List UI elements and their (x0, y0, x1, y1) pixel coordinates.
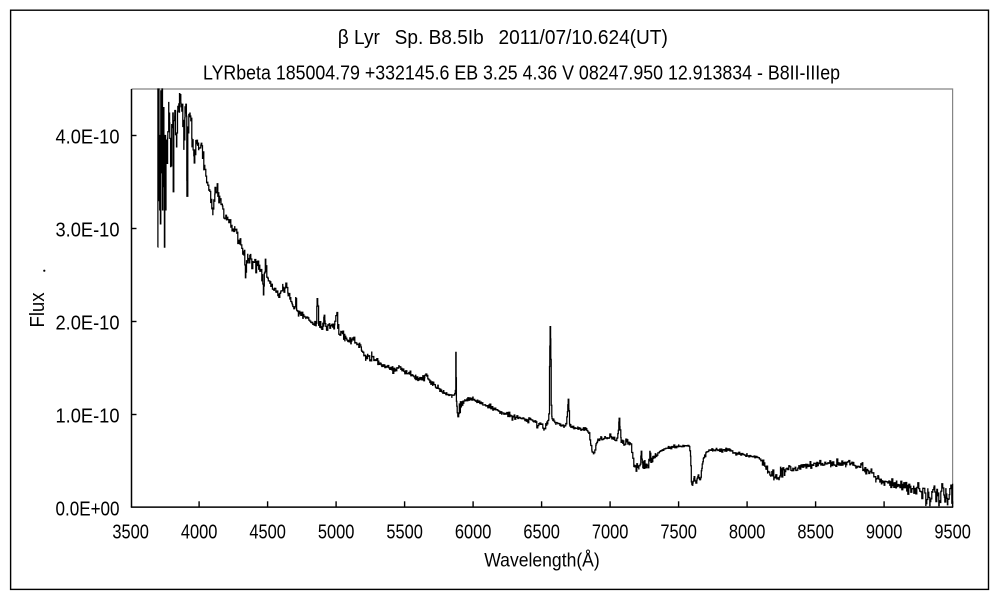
svg-text:3.0E-10: 3.0E-10 (56, 220, 120, 242)
svg-text:4500: 4500 (249, 522, 286, 544)
svg-text:3500: 3500 (112, 522, 149, 544)
svg-text:1.0E-10: 1.0E-10 (56, 406, 120, 428)
svg-text:2.0E-10: 2.0E-10 (56, 313, 120, 335)
svg-text:4.0E-10: 4.0E-10 (56, 127, 120, 149)
svg-text:5500: 5500 (386, 522, 423, 544)
svg-text:9000: 9000 (866, 522, 903, 544)
svg-text:5000: 5000 (318, 522, 355, 544)
svg-text:8500: 8500 (797, 522, 834, 544)
svg-text:7000: 7000 (592, 522, 629, 544)
svg-text:9500: 9500 (934, 522, 971, 544)
svg-text:LYRbeta 185004.79 +332145.6 EB: LYRbeta 185004.79 +332145.6 EB 3.25 4.36… (203, 62, 840, 84)
svg-text:0.0E+00: 0.0E+00 (56, 499, 120, 521)
svg-text:Flux: Flux (27, 293, 49, 328)
svg-text:6500: 6500 (523, 522, 560, 544)
svg-text:6000: 6000 (455, 522, 492, 544)
svg-text:7500: 7500 (660, 522, 697, 544)
svg-text:8000: 8000 (729, 522, 766, 544)
svg-text:Wavelength(Å): Wavelength(Å) (484, 549, 600, 572)
svg-text:4000: 4000 (181, 522, 218, 544)
svg-text:β Lyr Sp. B8.5Ib 2011/07/10.: β Lyr Sp. B8.5Ib 2011/07/10.624(UT) (338, 27, 668, 49)
